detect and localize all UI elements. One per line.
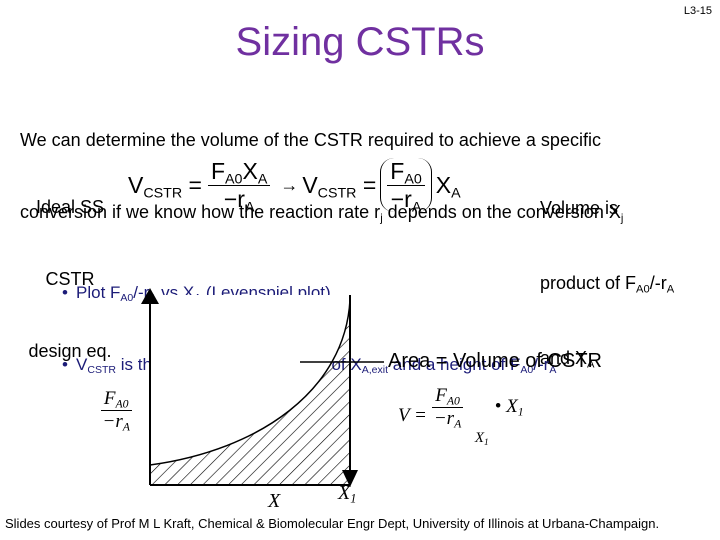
text-run: We can determine the volume of the CSTR …	[20, 130, 601, 150]
area-above-curve	[150, 295, 350, 465]
fraction: FA0 −rA	[100, 388, 133, 433]
subscript: 1	[350, 491, 357, 506]
eq-lhs: VCSTR =	[302, 171, 377, 201]
text-run: /-r	[533, 355, 550, 374]
curve	[149, 299, 351, 466]
subscript: CSTR	[87, 364, 117, 377]
x-end-label: X1	[338, 482, 356, 505]
text-run: −r	[433, 407, 455, 429]
numerator: FA0	[100, 388, 132, 411]
numerator: FA0	[432, 385, 463, 408]
intro-line: conversion if we know how the reaction r…	[20, 200, 623, 224]
text-run: Plot F	[76, 283, 121, 302]
subscript: A0	[636, 283, 650, 296]
denominator: −rA	[431, 408, 464, 430]
text-run: −r	[223, 185, 245, 212]
text-run: and a height of F	[388, 355, 521, 374]
text-run: =	[182, 171, 202, 198]
text-run: V	[302, 171, 318, 198]
subscript: A	[257, 171, 268, 188]
text-run: X	[242, 158, 258, 185]
note-line: product of FA0/-rA	[540, 271, 674, 296]
subscript: A0	[225, 171, 243, 188]
intro: We can determine the volume of the CSTR …	[20, 80, 623, 248]
text-run: F	[103, 388, 116, 409]
text-run: F	[435, 385, 447, 406]
text-run: −r	[102, 410, 123, 432]
subscript: j	[380, 212, 383, 225]
subscript: A	[244, 198, 255, 215]
subscript: A0	[520, 364, 534, 377]
fraction: FA0 −rA	[387, 158, 425, 215]
subscript: A	[122, 420, 130, 434]
text-run: X	[338, 482, 351, 504]
equation: VCSTR = FA0XA −rA → VCSTR = FA0 −rA XA	[128, 150, 461, 220]
y-label: FA0 −rA	[90, 366, 133, 433]
text-run: X	[435, 171, 452, 198]
subscript: A	[587, 358, 595, 371]
subscript: CSTR	[317, 184, 357, 201]
formula-lhs: V =	[398, 404, 427, 426]
subscript: A	[549, 364, 557, 377]
arrow: →	[280, 174, 299, 195]
text-run: =	[356, 171, 377, 198]
subscript: A,exit	[361, 364, 389, 377]
denominator: −rA	[388, 185, 425, 215]
edge-arrowhead	[342, 470, 358, 487]
subscript: A	[666, 283, 675, 296]
subscript: A0	[446, 394, 460, 408]
eq-lhs: VCSTR =	[128, 171, 202, 201]
text-run: V	[76, 355, 88, 374]
text-run: /-r	[649, 273, 667, 293]
text-run: −r	[390, 185, 412, 212]
eval-point: X1	[475, 430, 489, 447]
factor: XA	[435, 171, 461, 201]
title: Sizing CSTRs	[235, 20, 485, 64]
evaluated-fraction: FA0 −rA X1	[431, 385, 489, 447]
footer: Slides courtesy of Prof M L Kraft, Chemi…	[5, 516, 660, 531]
parenthesis: FA0 −rA	[380, 158, 432, 215]
fraction: FA0XA −rA	[207, 158, 271, 215]
subscript: A	[454, 417, 462, 431]
x-label: X	[268, 490, 281, 512]
subscript: A0	[120, 292, 134, 305]
subscript: CSTR	[143, 184, 183, 201]
text-run: conversion if we know how the reaction r…	[20, 202, 381, 222]
slide-number: L3-15	[683, 5, 712, 17]
levenspiel-plot	[141, 288, 384, 487]
text-run: X	[474, 429, 485, 446]
subscript: A0	[115, 397, 129, 411]
fraction: FA0 −rA	[431, 385, 464, 430]
text-run: V	[128, 171, 144, 198]
numerator: FA0XA	[207, 158, 271, 188]
text-run: F	[210, 158, 226, 185]
axis-arrowhead	[141, 288, 159, 304]
intro-line: We can determine the volume of the CSTR …	[20, 128, 623, 152]
denominator: −rA	[221, 185, 258, 215]
text-run: • X	[494, 395, 518, 417]
subscript: A	[451, 184, 461, 201]
text-run: depends on the conversion X	[382, 202, 621, 222]
factor: • X1	[495, 396, 524, 418]
denominator: −rA	[100, 411, 133, 433]
note-line: Volume is	[540, 196, 674, 221]
text-run: F	[390, 158, 405, 185]
subscript: A	[411, 198, 422, 215]
area-label: Area = Volume of CSTR	[388, 350, 602, 372]
numerator: FA0	[387, 158, 425, 188]
subscript: 1	[517, 405, 524, 419]
subscript: A0	[404, 171, 422, 188]
subscript: 1	[484, 437, 489, 448]
note-line: Ideal SS	[35, 197, 105, 217]
subscript: j	[620, 212, 624, 225]
area-formula: V = FA0 −rA X1 • X1	[398, 385, 524, 447]
text-run: Volume is	[540, 198, 619, 218]
